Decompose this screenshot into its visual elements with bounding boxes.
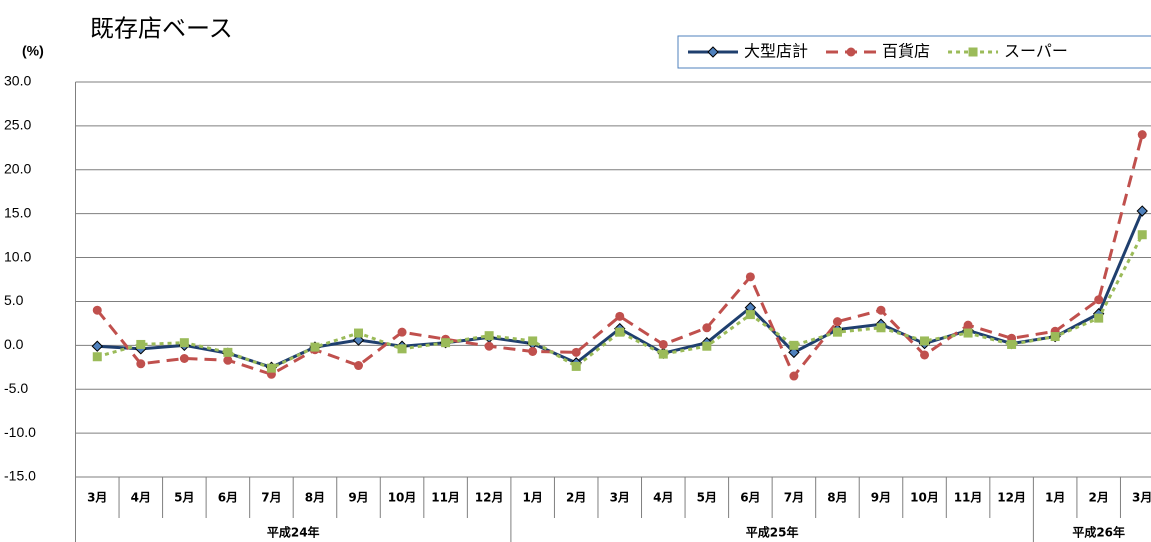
y-axis-label: (%)	[22, 43, 44, 59]
marker	[658, 349, 668, 359]
marker	[788, 346, 800, 359]
y-tick-label: 15.0	[4, 204, 31, 220]
x-tick-label: 7月	[784, 491, 804, 505]
x-tick-label: 2月	[566, 491, 586, 505]
series-line	[96, 134, 1144, 379]
marker	[223, 347, 233, 357]
x-group-label: 平成24年	[267, 525, 320, 540]
legend-label: 百貨店	[882, 42, 930, 61]
marker	[832, 327, 842, 337]
marker	[658, 339, 668, 349]
marker	[571, 361, 581, 371]
x-group-label: 平成25年	[746, 525, 799, 540]
marker	[615, 327, 625, 337]
marker	[136, 339, 146, 349]
marker	[397, 327, 407, 337]
y-tick-label: 10.0	[4, 248, 31, 264]
x-tick-label: 5月	[697, 491, 717, 505]
series-line	[97, 210, 1144, 369]
marker	[832, 317, 842, 327]
marker	[745, 272, 755, 282]
marker	[1007, 339, 1017, 349]
marker	[528, 336, 538, 346]
marker	[745, 310, 755, 320]
marker	[963, 320, 973, 330]
x-tick-label: 12月	[997, 491, 1026, 505]
legend-label: スーパー	[1004, 42, 1068, 61]
x-tick-label: 6月	[740, 491, 760, 505]
marker	[310, 342, 320, 352]
y-tick-label: 5.0	[4, 292, 24, 308]
x-tick-label: 1月	[1045, 491, 1065, 505]
marker	[571, 347, 581, 357]
marker	[528, 346, 538, 356]
x-tick-label: 10月	[910, 491, 939, 505]
chart-title: 既存店ベース	[90, 15, 233, 43]
marker	[223, 355, 233, 365]
x-tick-label: 2月	[1089, 491, 1109, 505]
marker	[354, 328, 364, 338]
x-tick-label: 3月	[1132, 491, 1151, 505]
marker	[876, 323, 886, 333]
marker	[179, 354, 189, 363]
marker	[92, 352, 102, 362]
y-tick-label: 30.0	[4, 73, 31, 89]
legend-label: 大型店計	[744, 42, 808, 61]
x-tick-label: 4月	[131, 491, 151, 505]
x-tick-label: 6月	[218, 491, 238, 505]
x-tick-label: 11月	[954, 491, 983, 505]
marker	[1137, 130, 1147, 140]
marker	[707, 46, 719, 58]
marker	[352, 334, 365, 346]
marker	[846, 47, 856, 57]
x-tick-label: 7月	[261, 491, 281, 505]
marker	[1137, 230, 1147, 240]
marker	[1136, 205, 1148, 217]
marker	[615, 311, 625, 321]
x-tick-label: 11月	[431, 491, 460, 505]
marker	[91, 340, 103, 352]
x-tick-label: 8月	[827, 491, 847, 505]
marker	[354, 361, 364, 371]
marker	[702, 341, 712, 351]
marker	[920, 336, 930, 346]
y-tick-label: -15.0	[4, 468, 36, 484]
y-tick-label: 20.0	[4, 160, 31, 176]
marker	[789, 340, 799, 350]
x-tick-label: 3月	[610, 491, 630, 505]
x-tick-label: 3月	[87, 491, 107, 505]
marker	[789, 371, 799, 381]
marker	[876, 305, 886, 315]
marker	[968, 47, 978, 57]
x-group-label: 平成26年	[1072, 525, 1125, 540]
x-tick-label: 4月	[653, 491, 673, 505]
marker	[397, 344, 407, 354]
marker	[1050, 332, 1060, 342]
marker	[266, 363, 276, 373]
legend-box	[677, 35, 1151, 69]
x-tick-label: 9月	[348, 491, 368, 505]
y-tick-label: 25.0	[4, 117, 31, 133]
y-tick-label: -10.0	[4, 424, 36, 440]
marker	[1094, 313, 1104, 323]
marker	[484, 331, 494, 341]
marker	[920, 350, 930, 360]
x-tick-label: 10月	[388, 491, 417, 505]
x-tick-label: 12月	[475, 491, 504, 505]
x-tick-label: 1月	[522, 491, 542, 505]
x-tick-label: 9月	[871, 491, 891, 505]
marker	[179, 338, 189, 348]
marker	[92, 305, 102, 315]
x-tick-label: 5月	[174, 491, 194, 505]
marker	[441, 338, 451, 348]
marker	[702, 323, 712, 333]
marker	[484, 341, 494, 351]
x-tick-label: 8月	[305, 491, 325, 505]
marker	[136, 359, 146, 369]
y-tick-label: -5.0	[4, 380, 28, 396]
marker	[963, 328, 973, 338]
marker	[1094, 295, 1104, 305]
y-tick-label: 0.0	[4, 336, 24, 352]
